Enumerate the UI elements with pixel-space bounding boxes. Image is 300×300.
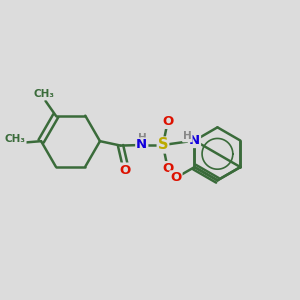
Text: CH₃: CH₃ [5, 134, 26, 144]
Text: O: O [119, 164, 130, 176]
Text: H: H [183, 131, 192, 142]
Text: N: N [136, 139, 147, 152]
Text: S: S [158, 137, 168, 152]
Text: O: O [170, 171, 182, 184]
Text: O: O [162, 162, 174, 175]
Text: CH₃: CH₃ [34, 89, 55, 100]
Text: N: N [189, 134, 200, 147]
Text: O: O [162, 115, 174, 128]
Text: H: H [138, 133, 147, 142]
